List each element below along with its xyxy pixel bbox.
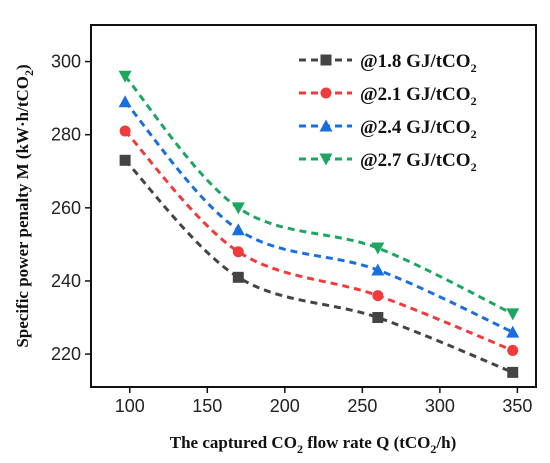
y-tick-label: 280	[51, 125, 81, 145]
y-tick-label: 220	[51, 344, 81, 364]
data-point	[119, 154, 131, 166]
series-line-2	[124, 130, 514, 352]
legend-label: @1.8 GJ/tCO2	[360, 51, 477, 75]
data-point	[507, 366, 519, 378]
data-point	[119, 125, 131, 137]
ticks-layer: 100 150 200 250 300 350 220 240 260 280 300	[51, 52, 532, 416]
legend-marker	[319, 119, 333, 132]
data-point	[232, 246, 244, 258]
legend-marker	[319, 153, 333, 166]
data-point	[231, 202, 245, 215]
y-tick-label: 300	[51, 52, 81, 72]
data-point	[507, 344, 519, 356]
x-tick-label: 100	[115, 396, 145, 416]
series-line-3	[123, 100, 514, 334]
legend-label: @2.1 GJ/tCO2	[360, 84, 477, 108]
series-line-4	[123, 75, 514, 316]
y-tick-label: 240	[51, 271, 81, 291]
data-point	[118, 70, 132, 83]
legend-label: @2.7 GJ/tCO2	[360, 150, 477, 174]
data-point	[118, 95, 132, 108]
legend-marker	[320, 87, 332, 99]
legend-marker	[320, 54, 332, 66]
x-tick-label: 350	[502, 396, 532, 416]
data-point	[372, 290, 384, 302]
plot-frame	[90, 24, 537, 388]
y-axis-label: Specific power penalty M (kW·h/tCO2)	[13, 64, 36, 347]
data-point	[371, 242, 385, 255]
data-point	[506, 325, 520, 338]
legend: @1.8 GJ/tCO2 @2.1 GJ/tCO2 @2.4 GJ/tCO2 @2.7…	[299, 51, 477, 174]
x-tick-label: 250	[347, 396, 377, 416]
legend-label: @2.4 GJ/tCO2	[360, 117, 477, 141]
y-tick-label: 260	[51, 198, 81, 218]
series-layer	[118, 70, 520, 378]
data-point	[372, 312, 384, 324]
data-point	[371, 263, 385, 276]
data-point	[231, 223, 245, 236]
x-axis-label: The captured CO2 flow rate Q (tCO2/h)	[170, 433, 457, 456]
series-line-1	[124, 159, 514, 374]
x-tick-label: 200	[270, 396, 300, 416]
x-tick-label: 150	[192, 396, 222, 416]
data-point	[506, 308, 520, 321]
x-tick-label: 300	[425, 396, 455, 416]
data-point	[232, 271, 244, 283]
